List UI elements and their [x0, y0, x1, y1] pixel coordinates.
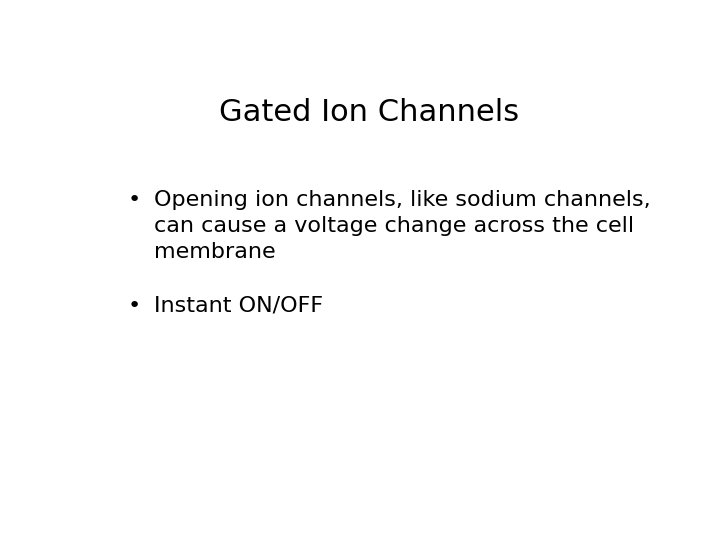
Text: •: •: [128, 295, 141, 315]
Text: Opening ion channels, like sodium channels,
can cause a voltage change across th: Opening ion channels, like sodium channe…: [154, 190, 651, 262]
Text: Gated Ion Channels: Gated Ion Channels: [219, 98, 519, 127]
Text: •: •: [128, 190, 141, 210]
Text: Instant ON/OFF: Instant ON/OFF: [154, 295, 323, 315]
